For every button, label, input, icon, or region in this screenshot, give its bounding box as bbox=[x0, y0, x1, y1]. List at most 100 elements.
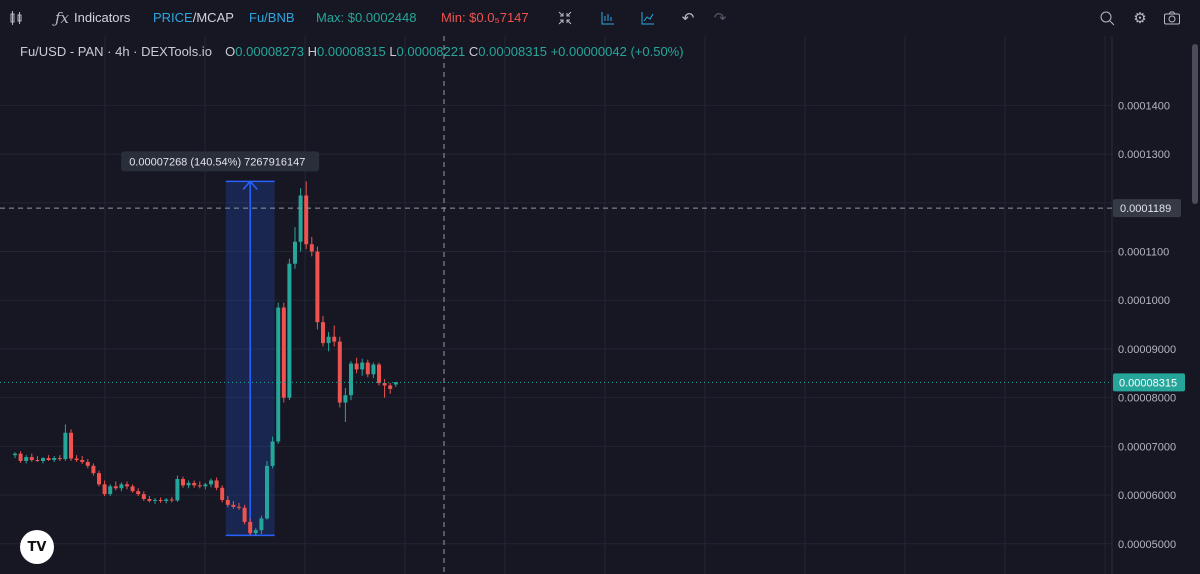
measure-label: 0.00007268 (140.54%) 7267916147 bbox=[129, 156, 305, 168]
candle-body bbox=[220, 487, 225, 500]
candle-body bbox=[349, 363, 353, 396]
close-value: 0.00008315 bbox=[478, 44, 547, 59]
y-tick-label: 0.00008000 bbox=[1118, 393, 1176, 405]
candle-body bbox=[298, 195, 303, 242]
candle-body bbox=[393, 382, 398, 385]
y-tick-label: 0.0001400 bbox=[1118, 100, 1170, 112]
candle-body bbox=[332, 336, 337, 342]
candle-body bbox=[102, 484, 107, 495]
change-value: +0.00000042 (+0.50%) bbox=[550, 44, 684, 59]
candle-body bbox=[108, 486, 113, 495]
redo-icon[interactable]: ↷ bbox=[713, 10, 727, 27]
candle-body bbox=[225, 499, 230, 505]
line-chart-icon[interactable] bbox=[638, 8, 658, 28]
y-tick-label: 0.0001000 bbox=[1118, 295, 1170, 307]
candle-body bbox=[377, 364, 381, 384]
candle-body bbox=[158, 499, 163, 501]
collapse-icon[interactable] bbox=[555, 8, 575, 28]
candle-body bbox=[309, 244, 314, 252]
y-tick-label: 0.00009000 bbox=[1118, 344, 1176, 356]
low-key: L bbox=[389, 44, 397, 59]
candle-body bbox=[91, 465, 96, 474]
bar-chart-icon[interactable] bbox=[598, 8, 618, 28]
candle-body bbox=[29, 457, 34, 461]
candle-body bbox=[24, 457, 29, 461]
candle-body bbox=[147, 498, 152, 501]
indicators-icon[interactable]: ƒx bbox=[54, 9, 69, 27]
candle-body bbox=[85, 461, 90, 466]
max-price: Max: $0.0002448 bbox=[316, 10, 417, 25]
candle-body bbox=[153, 499, 157, 501]
candle-body bbox=[315, 251, 320, 323]
price-mcap-toggle[interactable]: PRICE/MCAP bbox=[153, 9, 234, 27]
candle-body bbox=[281, 307, 286, 398]
candle-body bbox=[192, 482, 197, 486]
candle-body bbox=[164, 499, 169, 501]
measure-label-box bbox=[121, 151, 320, 172]
candle-body bbox=[214, 480, 219, 488]
y-tick-label: 0.0001100 bbox=[1118, 247, 1169, 259]
undo-icon[interactable]: ↶ bbox=[681, 10, 695, 27]
candle-body bbox=[57, 458, 62, 460]
mcap-option[interactable]: /MCAP bbox=[192, 10, 234, 25]
candle-body bbox=[337, 341, 342, 403]
candle-body bbox=[175, 479, 180, 501]
gear-icon[interactable]: ⚙ bbox=[1133, 10, 1147, 27]
scrollbar[interactable] bbox=[1192, 44, 1198, 204]
candle-body bbox=[237, 506, 241, 508]
candle-body bbox=[119, 484, 124, 489]
candle-body bbox=[343, 395, 348, 403]
last-price-label: 0.00008315 bbox=[1119, 377, 1177, 389]
candle-body bbox=[371, 364, 376, 375]
open-value: 0.00008273 bbox=[235, 44, 304, 59]
candle-body bbox=[231, 504, 236, 507]
candle-body bbox=[181, 479, 185, 486]
crosshair-price-label: 0.0001189 bbox=[1120, 203, 1171, 215]
candle-body bbox=[248, 521, 253, 534]
candle-body bbox=[321, 322, 325, 344]
candle-body bbox=[265, 465, 269, 519]
pair-toggle[interactable]: Fu/BNB bbox=[249, 10, 295, 25]
candle-body bbox=[304, 195, 309, 245]
ohlc-legend: Fu/USD - PAN · 4h · DEXTools.io O0.00008… bbox=[20, 44, 684, 59]
indicators-button[interactable]: Indicators bbox=[74, 10, 131, 25]
candle-body bbox=[197, 485, 202, 487]
min-price: Min: $0.0₅7147 bbox=[441, 10, 529, 25]
candle-body bbox=[130, 486, 135, 492]
candle-body bbox=[46, 458, 51, 461]
candle-body bbox=[113, 486, 118, 489]
y-tick-label: 0.00007000 bbox=[1118, 441, 1176, 453]
candle-body bbox=[360, 362, 365, 370]
candle-body bbox=[80, 460, 85, 462]
candles-icon[interactable] bbox=[6, 8, 26, 28]
candle-body bbox=[293, 241, 297, 264]
price-chart[interactable]: 0.00005000 0.00006000 0.00007000 0.00008000… bbox=[0, 36, 1200, 574]
crosshair-price-box bbox=[1113, 199, 1181, 218]
price-option[interactable]: PRICE bbox=[153, 10, 193, 25]
candle-body bbox=[125, 484, 129, 487]
candle-body bbox=[326, 336, 331, 344]
top-toolbar: ƒx Indicators PRICE/MCAP Fu/BNB Max: $0.… bbox=[0, 0, 1200, 36]
candle-body bbox=[169, 499, 174, 501]
camera-icon[interactable] bbox=[1162, 8, 1182, 28]
candle-body bbox=[13, 453, 17, 456]
candle-body bbox=[287, 263, 292, 398]
candle-body bbox=[388, 385, 393, 389]
high-value: 0.00008315 bbox=[317, 44, 386, 59]
candle-body bbox=[365, 362, 370, 375]
search-icon[interactable] bbox=[1097, 8, 1117, 28]
candle-body bbox=[382, 383, 387, 386]
candle-body bbox=[41, 458, 45, 461]
candle-body bbox=[276, 307, 281, 442]
candle-body bbox=[136, 491, 141, 495]
candle-body bbox=[270, 441, 275, 466]
candle-body bbox=[18, 453, 23, 461]
last-price-box bbox=[1113, 373, 1185, 392]
candle-body bbox=[74, 458, 79, 461]
symbol-title: Fu/USD - PAN · 4h · DEXTools.io bbox=[20, 44, 212, 59]
candle-body bbox=[354, 363, 359, 370]
candle-body bbox=[209, 480, 213, 485]
candle-body bbox=[141, 494, 146, 499]
high-key: H bbox=[307, 44, 317, 59]
open-key: O bbox=[225, 44, 236, 59]
